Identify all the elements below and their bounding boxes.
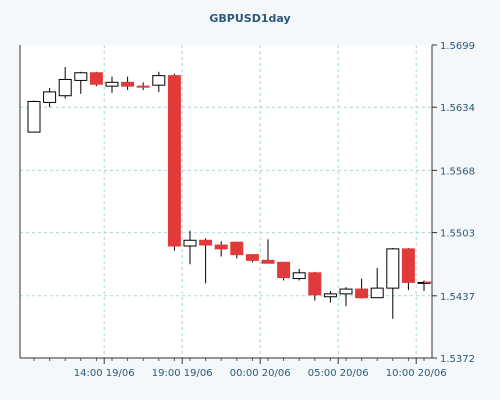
candle-body-down [355, 288, 369, 299]
candle-body-down [308, 272, 322, 296]
candle [230, 241, 244, 259]
candle [199, 238, 213, 284]
y-tick-label: 1.5568 [440, 166, 475, 177]
candle-body-up [370, 287, 384, 299]
plot-area [20, 45, 432, 358]
candle [136, 82, 150, 90]
candle-body-up [152, 75, 166, 86]
candle [370, 268, 384, 299]
chart-title: GBPUSD1day [209, 12, 290, 25]
candle [183, 230, 197, 265]
candle [277, 261, 291, 281]
candle-body-down [230, 241, 244, 256]
x-tick-label: 19:00 19/06 [152, 368, 213, 379]
candle [89, 71, 103, 87]
x-tick-label: 14:00 19/06 [74, 368, 135, 379]
candle [121, 76, 135, 90]
axes: 1.5699 1.5634 1.5568 1.5503 1.5437 1.5372 14:0… [19, 41, 475, 379]
y-tick-label: 1.5372 [440, 354, 475, 365]
candle [43, 88, 57, 108]
y-tick-label: 1.5503 [440, 229, 475, 240]
candle-body-up [43, 91, 57, 103]
candle-body-down [121, 81, 135, 87]
candle [401, 247, 415, 291]
candle [292, 268, 306, 281]
candle-body-down [277, 261, 291, 279]
candle-body-up [58, 78, 72, 97]
candle [214, 241, 228, 257]
x-tick-label: 05:00 20/06 [308, 368, 369, 379]
candle [58, 67, 72, 99]
y-tick-label: 1.5699 [440, 41, 475, 52]
y-tick-label: 1.5634 [440, 103, 475, 114]
candle-body-up [74, 72, 88, 81]
candle-body-up [339, 288, 353, 295]
candle-body-down [199, 239, 213, 246]
candle [167, 73, 181, 251]
candle [339, 287, 353, 307]
candle-body-down [89, 72, 103, 85]
candle [74, 71, 88, 94]
x-tick-label: 10:00 20/06 [386, 368, 447, 379]
candle [245, 254, 259, 263]
candle-body-down [401, 248, 415, 283]
candle [386, 247, 400, 319]
candle-body-down [261, 259, 275, 264]
candle [152, 71, 166, 92]
candle-body-down [245, 254, 259, 261]
y-tick-label: 1.5437 [440, 292, 475, 303]
candle-body-down [167, 75, 181, 247]
x-tick-label: 00:00 20/06 [230, 368, 291, 379]
candle-body-down [214, 244, 228, 250]
candle-body-up [323, 293, 337, 298]
candle-body-up [105, 81, 119, 87]
candle-body-up [183, 239, 197, 247]
candle-body-up [386, 248, 400, 289]
candle [308, 271, 322, 301]
candle [355, 278, 369, 299]
candles [27, 67, 431, 319]
candle-body-up [292, 272, 306, 280]
candle-body-up [27, 100, 41, 133]
candle [323, 290, 337, 303]
candle [27, 100, 41, 133]
candle-body-down [136, 85, 150, 88]
candle [261, 239, 275, 264]
grid [20, 45, 432, 358]
candle [105, 76, 119, 93]
